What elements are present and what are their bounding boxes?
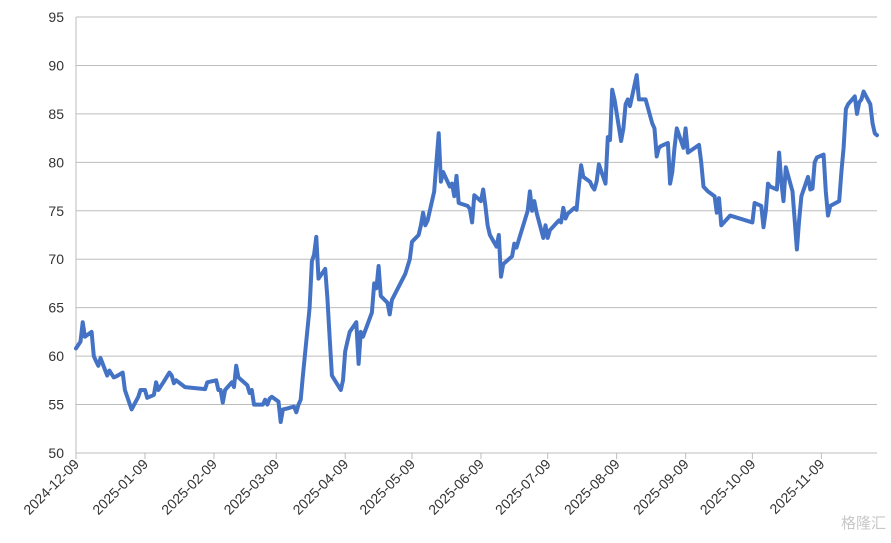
x-tick-label: 2025-02-09	[158, 456, 220, 518]
y-tick-label: 65	[48, 300, 64, 316]
watermark: 格隆汇	[841, 515, 886, 532]
y-tick-label: 85	[48, 106, 64, 122]
y-tick-label: 80	[48, 154, 64, 170]
x-tick-label: 2024-12-09	[20, 456, 82, 518]
y-tick-label: 70	[48, 251, 64, 267]
y-tick-label: 60	[48, 348, 64, 364]
x-tick-label: 2025-01-09	[89, 456, 151, 518]
x-tick-label: 2025-03-09	[220, 456, 282, 518]
x-tick-label: 2025-11-09	[766, 456, 827, 517]
y-tick-label: 55	[48, 397, 64, 413]
x-tick-label: 2025-08-09	[561, 456, 623, 518]
y-tick-label: 90	[48, 57, 64, 73]
x-tick-label: 2025-07-09	[492, 456, 554, 518]
x-tick-label: 2025-04-09	[289, 456, 351, 518]
data-line	[74, 73, 879, 424]
x-tick-label: 2025-06-09	[425, 456, 487, 518]
y-tick-label: 95	[48, 9, 64, 25]
x-tick-label: 2025-05-09	[356, 456, 418, 518]
x-tick-label: 2025-09-09	[630, 456, 692, 518]
x-tick-label: 2025-10-09	[697, 456, 759, 518]
y-tick-label: 50	[48, 445, 64, 461]
y-tick-label: 75	[48, 203, 64, 219]
